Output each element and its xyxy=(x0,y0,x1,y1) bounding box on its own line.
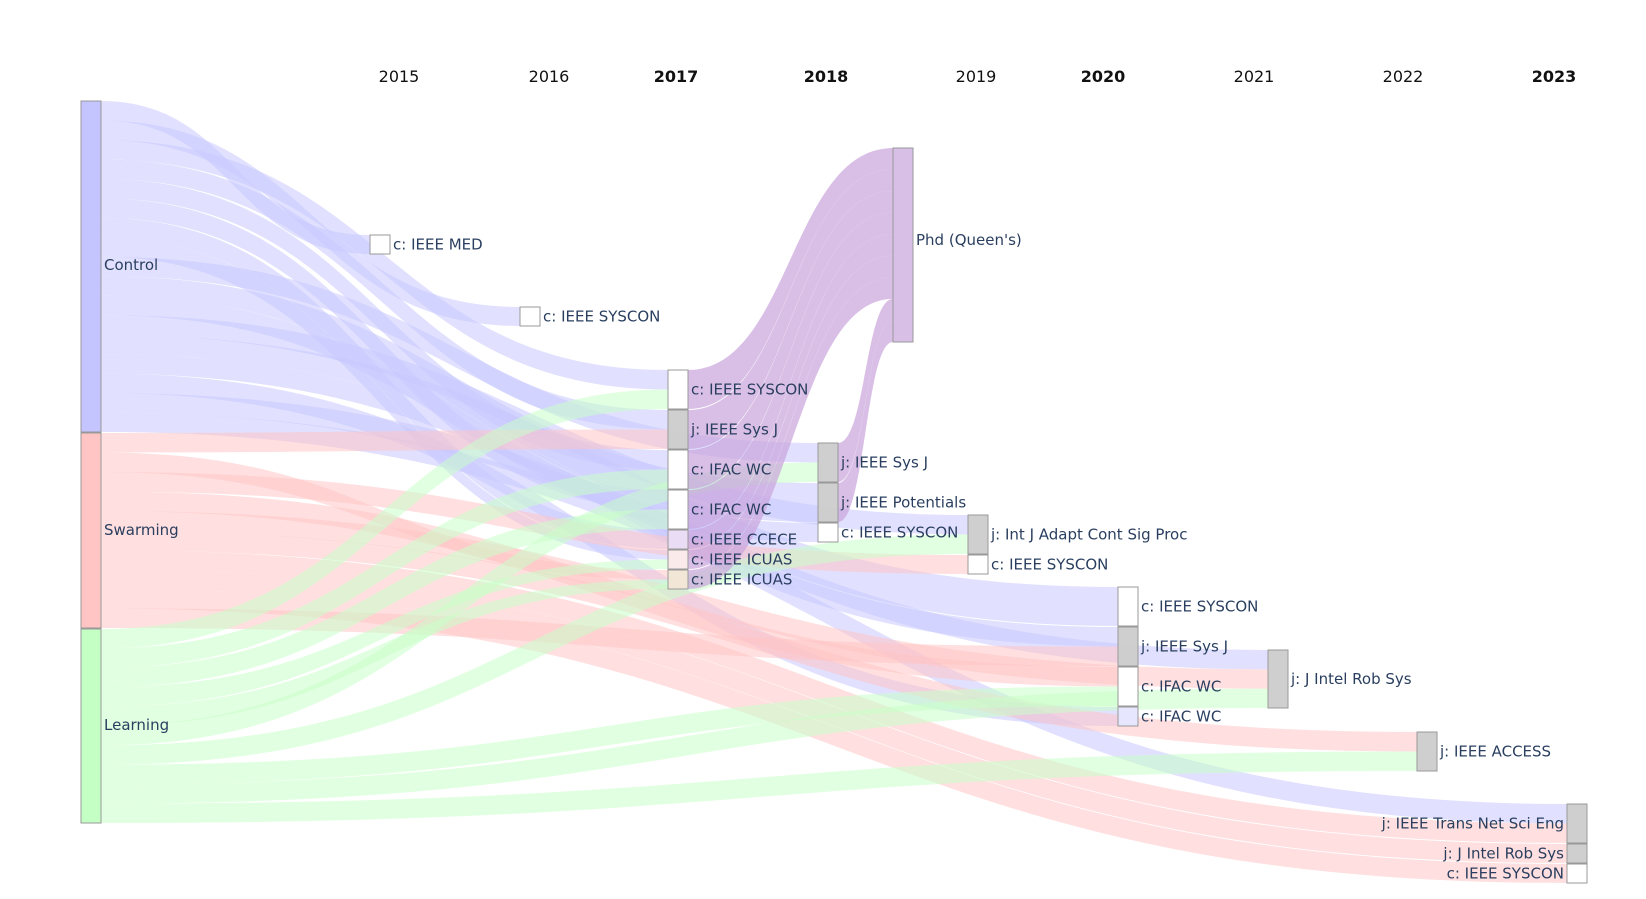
node-label-ccece2017: c: IEEE CCECE xyxy=(691,531,797,549)
node-label-potentials2018: j: IEEE Potentials xyxy=(840,494,966,512)
flow-sysj2017-to-phd xyxy=(688,169,893,450)
flow-swarming-to-sysj2017 xyxy=(101,429,668,453)
flow-ifac2017a-to-phd xyxy=(688,191,893,489)
node-syscon2023 xyxy=(1566,863,1588,884)
node-jirs2021 xyxy=(1267,649,1289,709)
year-label-2021: 2021 xyxy=(1234,67,1275,86)
flow-syscon2017-to-phd xyxy=(688,148,893,409)
node-ifac2017a xyxy=(667,449,689,490)
node-label-swarming: Swarming xyxy=(104,521,179,539)
flow-learning-to-sysj2018 xyxy=(101,462,818,746)
year-label-2018: 2018 xyxy=(804,67,849,86)
node-label-ifac2017b: c: IFAC WC xyxy=(691,501,771,519)
node-label-icuas2017a: c: IEEE ICUAS xyxy=(691,551,792,569)
flow-potentials2018-to-phd xyxy=(838,320,893,522)
node-ifac2017b xyxy=(667,489,689,530)
flow-control-to-ifac2020b xyxy=(101,373,1118,726)
flow-learning-to-icuas2017a xyxy=(101,559,668,707)
node-label-ifac2017a: c: IFAC WC xyxy=(691,461,771,479)
node-control xyxy=(80,100,102,433)
node-label-med2015: c: IEEE MED xyxy=(393,236,483,254)
flow-sysj2018-to-phd xyxy=(838,298,893,482)
node-label-syscon2018: c: IEEE SYSCON xyxy=(841,524,958,542)
node-label-syscon2017: c: IEEE SYSCON xyxy=(691,381,808,399)
node-label-sysj2017: j: IEEE Sys J xyxy=(690,421,778,439)
year-label-2015: 2015 xyxy=(379,67,420,86)
flow-ifac2017b-to-phd xyxy=(688,212,893,529)
flow-control-to-syscon2017 xyxy=(101,139,668,390)
year-label-2016: 2016 xyxy=(529,67,570,86)
node-access2022 xyxy=(1416,731,1438,772)
year-label-2020: 2020 xyxy=(1081,67,1126,86)
year-label-2022: 2022 xyxy=(1383,67,1424,86)
flow-learning-to-ifac2017a xyxy=(101,469,668,668)
node-label-ifac2020b: c: IFAC WC xyxy=(1141,708,1221,726)
node-icuas2017a xyxy=(667,549,689,570)
flow-swarming-to-syscon2023 xyxy=(101,589,1567,883)
flow-learning-to-syscon2017 xyxy=(101,389,668,649)
flow-icuas2017b-to-phd xyxy=(688,277,893,589)
year-label-2019: 2019 xyxy=(956,67,997,86)
node-label-access2022: j: IEEE ACCESS xyxy=(1439,743,1551,761)
node-label-icuas2017b: c: IEEE ICUAS xyxy=(691,571,792,589)
node-syscon2020 xyxy=(1117,586,1139,627)
node-syscon2017 xyxy=(667,369,689,410)
node-label-control: Control xyxy=(104,256,158,274)
node-label-jirs2021: j: J Intel Rob Sys xyxy=(1290,670,1412,688)
node-jirs2023 xyxy=(1566,843,1588,864)
node-syscon2018 xyxy=(817,522,839,543)
node-tnse2023 xyxy=(1566,803,1588,844)
node-potentials2018 xyxy=(817,482,839,523)
node-label-syscon2016: c: IEEE SYSCON xyxy=(543,308,660,326)
node-ifac2020b xyxy=(1117,706,1139,727)
label-layer: Control Swarming Learning c: IEEE MED c: IEE… xyxy=(104,231,1564,883)
flow-swarming-to-tnse2023 xyxy=(101,550,1567,843)
node-label-sysj2018: j: IEEE Sys J xyxy=(840,454,928,472)
node-label-phd: Phd (Queen's) xyxy=(916,231,1022,249)
node-med2015 xyxy=(369,234,391,255)
node-label-sysj2020: j: IEEE Sys J xyxy=(1140,638,1228,656)
node-label-tnse2023: j: IEEE Trans Net Sci Eng xyxy=(1381,815,1564,833)
node-label-adapt2019: j: Int J Adapt Cont Sig Proc xyxy=(990,526,1187,544)
flow-control-to-tnse2023 xyxy=(101,412,1567,824)
node-label-syscon2020: c: IEEE SYSCON xyxy=(1141,598,1258,616)
flow-learning-to-adapt2019 xyxy=(101,534,968,765)
node-label-syscon2023: c: IEEE SYSCON xyxy=(1447,865,1564,883)
node-label-learning: Learning xyxy=(104,716,169,734)
node-swarming xyxy=(80,432,102,629)
node-learning xyxy=(80,628,102,824)
node-layer xyxy=(80,100,1588,884)
node-label-ifac2020a: c: IFAC WC xyxy=(1141,678,1221,696)
flow-icuas2017a-to-phd xyxy=(688,255,893,569)
node-sysj2017 xyxy=(667,409,689,450)
node-phd xyxy=(892,147,914,343)
flow-control-to-sysj2018 xyxy=(101,256,818,463)
flow-swarming-to-jirs2021 xyxy=(101,511,1268,689)
flow-control-to-syscon2016 xyxy=(101,120,520,327)
flow-learning-to-ifac2017b xyxy=(101,509,668,688)
node-label-jirs2023: j: J Intel Rob Sys xyxy=(1442,845,1564,863)
node-syscon2019 xyxy=(967,554,989,575)
node-sysj2018 xyxy=(817,442,839,483)
flow-ccece2017-to-phd xyxy=(688,234,893,549)
node-ccece2017 xyxy=(667,529,689,550)
node-icuas2017b xyxy=(667,569,689,590)
flow-swarming-to-syscon2019 xyxy=(101,472,968,574)
node-label-syscon2019: c: IEEE SYSCON xyxy=(991,556,1108,574)
flow-control-to-sysj2017 xyxy=(101,159,668,430)
node-ifac2020a xyxy=(1117,666,1139,707)
flow-learning-to-access2022 xyxy=(101,751,1417,823)
node-syscon2016 xyxy=(519,306,541,327)
flow-learning-to-jirs2021 xyxy=(101,688,1268,804)
node-adapt2019 xyxy=(967,514,989,555)
year-label-2023: 2023 xyxy=(1532,67,1577,86)
year-header: 2015 2016 2017 2018 2019 2020 2021 2022 2023 xyxy=(379,67,1577,86)
year-label-2017: 2017 xyxy=(654,67,699,86)
node-sysj2020 xyxy=(1117,626,1139,667)
